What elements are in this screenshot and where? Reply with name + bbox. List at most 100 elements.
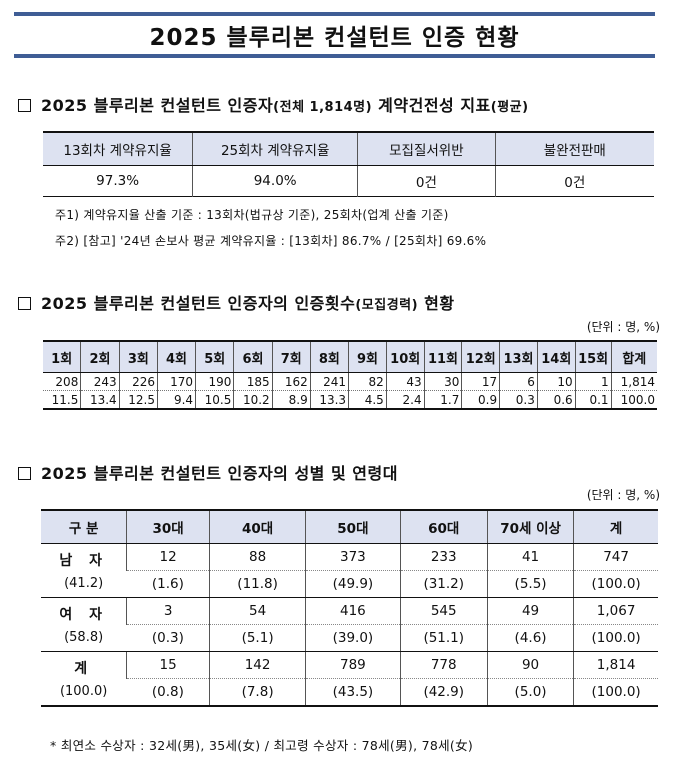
count-cell: 208 — [43, 372, 81, 391]
table-row-percents: 11.5 13.4 12.5 9.4 10.5 10.2 8.9 13.3 4.5 2.4 1.7 0… — [43, 390, 657, 409]
header-25th-retention: 25회차 계약유지율 — [192, 132, 358, 166]
count-cell: 233 — [399, 543, 488, 571]
table-row: (0.3) (5.1) (39.0) (51.1) (4.6) (100.0) — [41, 624, 658, 652]
header-cell: 70세 이상 — [486, 510, 574, 544]
row-label: 계 (100.0) — [41, 651, 127, 707]
header-cell: 1회 — [43, 341, 81, 373]
count-cell: 88 — [208, 543, 306, 571]
header-cell: 14회 — [536, 341, 576, 373]
percent-cell: (11.8) — [208, 570, 306, 598]
table-row: (0.8) (7.8) (43.5) (42.9) (5.0) (100.0) — [41, 678, 658, 707]
percent-cell: 12.5 — [118, 390, 158, 409]
count-cell: 82 — [348, 372, 387, 391]
percent-cell: (49.9) — [305, 570, 401, 598]
percent-cell: 0.3 — [499, 390, 538, 409]
table-row-counts: 208 243 226 170 190 185 162 241 82 43 30 17 6 10 1 1,81… — [43, 372, 657, 391]
row-label: 여 자 (58.8) — [41, 597, 127, 652]
row-label-sub: (58.8) — [64, 630, 104, 645]
count-cell: 41 — [486, 543, 574, 571]
count-cell: 49 — [486, 597, 574, 625]
header-cell: 50대 — [305, 510, 401, 544]
header-cell: 11회 — [423, 341, 462, 373]
percent-cell: (0.3) — [126, 624, 210, 652]
table-row: 계 (100.0) 15 142 789 778 90 1,814 — [41, 651, 658, 707]
count-cell: 162 — [271, 372, 311, 391]
percent-cell: (100.0) — [573, 624, 658, 652]
percent-cell: 0.9 — [461, 390, 500, 409]
count-cell: 1,814 — [573, 651, 658, 679]
count-cell: 226 — [118, 372, 158, 391]
percent-cell: 4.5 — [348, 390, 387, 409]
header-cell: 10회 — [385, 341, 425, 373]
table-row: 97.3% 94.0% 0건 0건 — [43, 165, 654, 197]
header-cell: 4회 — [156, 341, 196, 373]
note-2: 주2) [참고] '24년 손보사 평균 계약유지율 : [13회차] 86.7… — [55, 234, 487, 248]
header-cell: 3회 — [118, 341, 158, 373]
percent-cell: (31.2) — [399, 570, 488, 598]
percent-cell: 0.1 — [574, 390, 612, 409]
percent-cell: (7.8) — [208, 678, 306, 707]
certification-count-table: 1회 2회 3회 4회 5회 6회 7회 8회 9회 10회 11회 12회 13회 14회 15회 합계 2… — [43, 340, 657, 410]
header-cell: 13회 — [499, 341, 538, 373]
count-cell: 3 — [126, 597, 210, 625]
count-cell: 90 — [486, 651, 574, 679]
value-solicitation-violation: 0건 — [357, 165, 496, 197]
count-cell: 6 — [499, 372, 538, 391]
count-cell: 778 — [399, 651, 488, 679]
count-cell: 30 — [423, 372, 462, 391]
contract-soundness-table: 13회차 계약유지율 25회차 계약유지율 모집질서위반 불완전판매 97.3%… — [43, 131, 654, 197]
count-cell: 185 — [233, 372, 273, 391]
percent-cell: 8.9 — [271, 390, 311, 409]
count-cell: 142 — [208, 651, 306, 679]
percent-cell: (5.5) — [486, 570, 574, 598]
percent-cell: 9.4 — [156, 390, 196, 409]
header-cell: 7회 — [271, 341, 311, 373]
count-cell: 190 — [195, 372, 234, 391]
percent-cell: 10.5 — [195, 390, 234, 409]
value-25th-retention: 94.0% — [192, 165, 358, 197]
percent-cell: (43.5) — [305, 678, 401, 707]
row-label-sub: (41.2) — [64, 576, 104, 591]
row-label-sub: (100.0) — [59, 684, 108, 699]
percent-cell: (1.6) — [126, 570, 210, 598]
header-cell: 9회 — [348, 341, 387, 373]
row-label-main: 남 자 — [59, 553, 108, 569]
header-cell: 2회 — [80, 341, 120, 373]
percent-cell: (100.0) — [573, 678, 658, 707]
percent-cell: 13.3 — [309, 390, 349, 409]
section1-heading: 2025 블루리본 컨설턴트 인증자(전체 1,814명) 계약건전성 지표(평… — [18, 92, 529, 116]
table-row: 남 자 (41.2) 12 88 373 233 41 747 — [41, 543, 658, 598]
row-label-main: 여 자 — [59, 607, 108, 623]
header-13th-retention: 13회차 계약유지율 — [43, 132, 193, 166]
percent-cell: 0.6 — [536, 390, 576, 409]
header-cell: 30대 — [126, 510, 210, 544]
section3-heading: 2025 블루리본 컨설턴트 인증자의 성별 및 연령대 — [18, 460, 398, 484]
percent-cell: (0.8) — [126, 678, 210, 707]
header-cell: 12회 — [461, 341, 500, 373]
table-header-row: 구 분 30대 40대 50대 60대 70세 이상 계 — [41, 510, 658, 544]
checkbox-square-icon — [18, 467, 31, 480]
count-cell: 241 — [309, 372, 349, 391]
section2-heading: 2025 블루리본 컨설턴트 인증자의 인증횟수(모집경력) 현황 — [18, 290, 455, 314]
percent-cell: (51.1) — [399, 624, 488, 652]
percent-cell: (42.9) — [399, 678, 488, 707]
percent-cell: 100.0 — [610, 390, 657, 409]
percent-cell: 10.2 — [233, 390, 273, 409]
value-incomplete-sales: 0건 — [494, 165, 654, 197]
percent-cell: 11.5 — [51, 392, 79, 407]
percent-cell: (39.0) — [305, 624, 401, 652]
count-cell: 545 — [399, 597, 488, 625]
count-cell: 1 — [574, 372, 612, 391]
value-13th-retention: 97.3% — [96, 173, 140, 189]
percent-cell: (4.6) — [486, 624, 574, 652]
count-cell: 15 — [126, 651, 210, 679]
count-cell: 1,067 — [573, 597, 658, 625]
percent-cell: 2.4 — [385, 390, 425, 409]
percent-cell: (100.0) — [573, 570, 658, 598]
row-label: 남 자 (41.2) — [41, 543, 127, 598]
header-cell: 60대 — [399, 510, 488, 544]
gender-age-table: 구 분 30대 40대 50대 60대 70세 이상 계 남 자 (41.2) 12 88 373 2… — [41, 509, 658, 707]
percent-cell: (5.0) — [486, 678, 574, 707]
count-cell: 43 — [385, 372, 425, 391]
table-header-row: 1회 2회 3회 4회 5회 6회 7회 8회 9회 10회 11회 12회 13회 14회 15회 합계 — [43, 341, 657, 373]
